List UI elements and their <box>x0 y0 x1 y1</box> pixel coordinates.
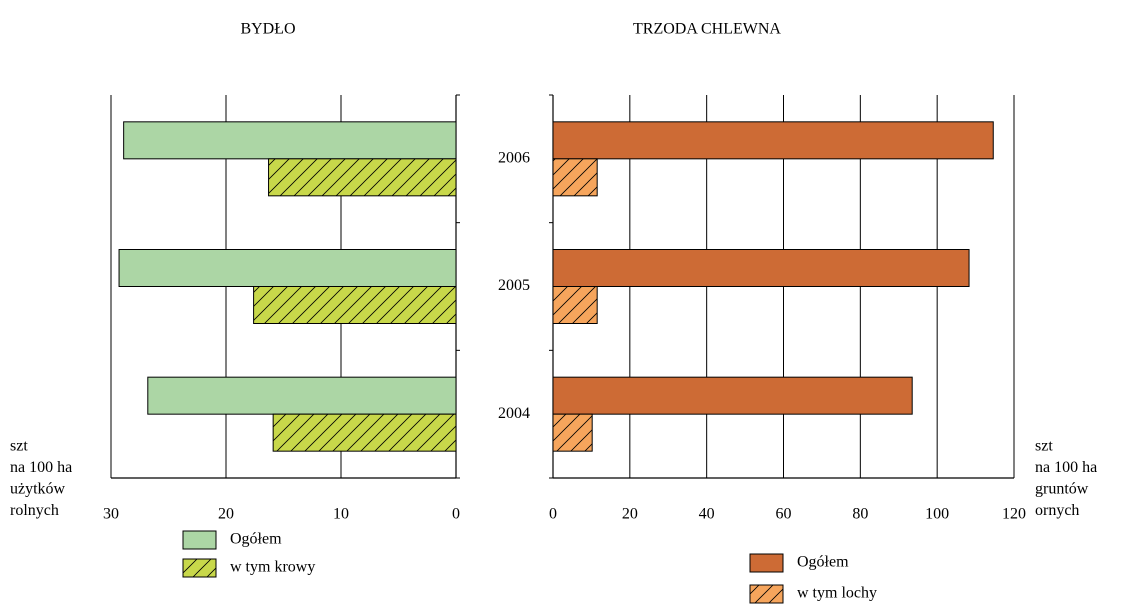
x-tick-label: 30 <box>103 506 119 523</box>
chart-title: BYDŁO <box>240 21 295 38</box>
x-tick-label: 60 <box>776 506 792 523</box>
bar <box>552 121 994 160</box>
x-tick-label: 20 <box>622 506 638 523</box>
x-tick-label: 0 <box>452 506 460 523</box>
y-tick-label: 2004 <box>498 405 530 422</box>
legend-label: w tym lochy <box>797 585 877 602</box>
bar <box>552 158 598 197</box>
y-tick-label: 2005 <box>498 277 530 294</box>
bar <box>123 121 457 160</box>
axis-label: gruntów <box>1035 481 1089 498</box>
x-tick-label: 100 <box>925 506 949 523</box>
x-tick-label: 40 <box>699 506 715 523</box>
x-tick-label: 20 <box>218 506 234 523</box>
axis-label: rolnych <box>10 502 59 519</box>
bar <box>552 286 598 324</box>
bar <box>552 249 970 287</box>
legend-label: Ogółem <box>797 554 849 571</box>
axis-label: szt <box>1035 438 1053 455</box>
bar <box>118 249 457 287</box>
legend-label: w tym krowy <box>230 559 315 576</box>
legend-swatch <box>182 530 217 550</box>
axis-label: szt <box>10 438 28 455</box>
y-tick-label: 2006 <box>498 150 530 167</box>
legend-swatch <box>182 558 217 578</box>
x-tick-label: 80 <box>852 506 868 523</box>
legend-swatch <box>749 584 784 604</box>
legend-label: Ogółem <box>230 531 282 548</box>
bar <box>147 376 457 415</box>
x-tick-label: 120 <box>1002 506 1026 523</box>
bar <box>552 413 593 452</box>
bar <box>272 413 457 452</box>
bar <box>253 286 457 324</box>
axis-label: na 100 ha <box>10 459 72 476</box>
bar <box>552 376 913 415</box>
x-tick-label: 0 <box>549 506 557 523</box>
chart-title: TRZODA CHLEWNA <box>633 21 781 38</box>
x-tick-label: 10 <box>333 506 349 523</box>
axis-label: ornych <box>1035 502 1079 519</box>
bar <box>268 158 457 197</box>
axis-label: użytków <box>10 481 66 498</box>
legend-swatch <box>749 553 784 573</box>
axis-label: na 100 ha <box>1035 459 1097 476</box>
